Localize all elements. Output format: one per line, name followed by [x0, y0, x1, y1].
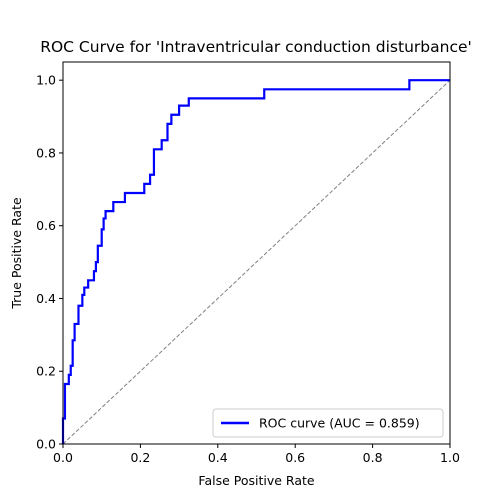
- x-tick-label: 0.2: [130, 450, 150, 465]
- y-tick-label: 0.8: [36, 145, 56, 160]
- roc-curve-line: [61, 79, 450, 444]
- x-tick-label: 0.8: [363, 450, 383, 465]
- x-tick-label: 1.0: [440, 450, 460, 465]
- y-tick-label: 0.2: [36, 364, 56, 379]
- x-tick-label: 0.4: [208, 450, 228, 465]
- x-tick-label: 0.0: [53, 450, 73, 465]
- diagonal-reference-line: [62, 79, 451, 445]
- chart-title: ROC Curve for 'Intraventricular conducti…: [40, 38, 472, 56]
- y-tick-label: 0.0: [36, 437, 56, 452]
- legend-box: [212, 408, 444, 438]
- y-axis-ticks: 0.0 0.2 0.4 0.6 0.8 1.0: [36, 73, 63, 452]
- x-axis-ticks: 0.0 0.2 0.4 0.6 0.8 1.0: [53, 444, 460, 465]
- y-tick-label: 0.6: [36, 218, 56, 233]
- plot-area: [63, 62, 450, 444]
- x-axis-label: False Positive Rate: [198, 473, 314, 488]
- y-tick-label: 1.0: [36, 73, 56, 88]
- legend: ROC curve (AUC = 0.859): [212, 408, 444, 438]
- x-tick-label: 0.6: [285, 450, 305, 465]
- y-tick-label: 0.4: [36, 291, 56, 306]
- y-axis-label: True Positive Rate: [9, 197, 24, 310]
- legend-label-roc: ROC curve (AUC = 0.859): [259, 416, 420, 431]
- plot-frame: [62, 61, 451, 445]
- series-layer: [61, 79, 451, 445]
